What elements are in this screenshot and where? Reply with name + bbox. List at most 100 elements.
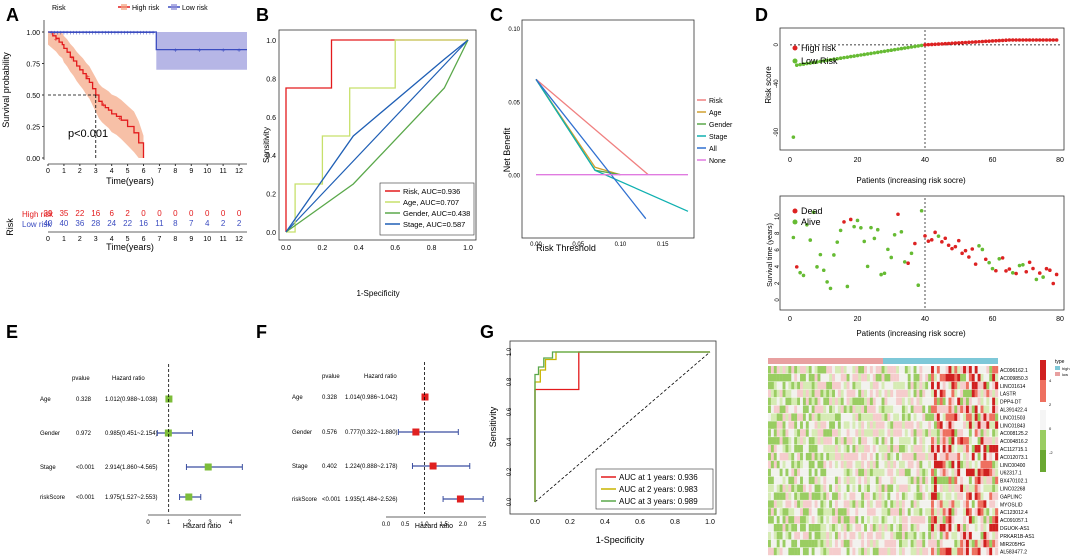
d3-cell xyxy=(869,468,874,477)
d3-cell xyxy=(995,366,999,374)
d3-cell xyxy=(820,508,824,516)
d3-cell xyxy=(846,547,850,556)
d3-cell xyxy=(849,366,853,374)
d3-cell xyxy=(768,413,772,421)
d3-cell xyxy=(936,373,940,382)
a-ytick: 0.25 xyxy=(26,125,40,132)
d3-cell xyxy=(826,500,830,508)
d3-cell xyxy=(899,484,903,492)
d3-cell xyxy=(785,460,789,469)
d3-cell xyxy=(852,389,856,398)
d3-cell xyxy=(800,366,804,374)
d2-point xyxy=(1021,262,1025,267)
d1-point xyxy=(929,42,934,47)
d3-cell xyxy=(872,373,876,382)
d3-cell xyxy=(832,366,836,374)
d3-cell xyxy=(805,397,809,406)
d3-cell xyxy=(933,437,938,445)
d3-cell xyxy=(910,539,914,548)
f-hr-marker xyxy=(412,428,420,436)
d3-cell xyxy=(957,500,961,508)
d3-cell xyxy=(794,366,798,374)
d3-cell xyxy=(858,429,862,437)
d3-cell xyxy=(931,429,935,437)
d3-row-label: BX470102.1 xyxy=(1000,479,1028,485)
d3-cell xyxy=(794,373,798,382)
d3-cell xyxy=(933,516,938,524)
d3-cell xyxy=(948,531,952,540)
a-censor-mark: + xyxy=(118,116,122,123)
d3-cell xyxy=(864,373,868,382)
d2-point xyxy=(845,284,850,289)
d3-cell xyxy=(797,460,801,469)
d3-cell xyxy=(901,437,906,445)
d3-scale-label: 0 xyxy=(1049,426,1052,431)
f-row-pvalue: 0.576 xyxy=(322,430,338,436)
d3-cell xyxy=(791,381,795,390)
d3-cell xyxy=(884,421,888,429)
d3-cell xyxy=(899,468,903,477)
d3-cell xyxy=(936,366,940,374)
d3-cell xyxy=(861,492,865,500)
d3-cell xyxy=(773,500,777,508)
d3-cell xyxy=(983,389,987,398)
d3-heatmap-row xyxy=(768,539,999,548)
b-xtick: 0.2 xyxy=(318,245,328,252)
d3-cell xyxy=(968,452,972,461)
panel-label-c: C xyxy=(490,5,503,25)
d3-cell xyxy=(933,500,938,508)
d3-cell xyxy=(875,508,879,516)
d3-cell xyxy=(893,476,897,485)
d3-cell xyxy=(846,500,850,508)
d3-cell xyxy=(951,429,955,437)
d3-cell xyxy=(936,437,940,445)
d3-cell xyxy=(797,366,801,374)
a-risk-xtick: 11 xyxy=(219,236,226,243)
d3-cell xyxy=(805,429,809,437)
a-risk-table-cell: 0 xyxy=(173,209,178,218)
d3-cell xyxy=(768,373,772,382)
d3-cell xyxy=(872,381,876,390)
d3-cell xyxy=(986,366,990,374)
d1-point xyxy=(913,44,917,49)
d3-cell xyxy=(928,531,932,540)
d3-heatmap-row xyxy=(768,516,999,524)
d3-cell xyxy=(811,413,815,421)
d3-cell xyxy=(782,381,786,390)
d3-cell xyxy=(881,366,885,374)
d3-cell xyxy=(945,516,949,524)
d3-cell xyxy=(983,381,987,390)
d3-cell xyxy=(931,476,935,485)
d3-cell xyxy=(960,516,964,524)
d3-cell xyxy=(785,366,789,374)
d3-cell xyxy=(989,413,993,421)
d3-cell xyxy=(919,460,923,469)
d3-cell xyxy=(791,421,795,429)
f-row-name: riskScore xyxy=(292,497,318,503)
d3-cell xyxy=(788,508,792,516)
panel-label-d: D xyxy=(755,5,768,25)
d1-point xyxy=(936,42,941,46)
d3-cell xyxy=(936,539,940,548)
d3-cell xyxy=(782,476,786,485)
d3-cell xyxy=(849,531,853,540)
d3-cell xyxy=(855,381,859,390)
d3-cell xyxy=(820,547,824,556)
d3-cell xyxy=(968,413,972,421)
d3-cell xyxy=(800,484,804,492)
d3-cell xyxy=(872,397,876,406)
d2-xtick: 20 xyxy=(854,316,862,323)
d3-cell xyxy=(869,421,874,429)
d3-cell xyxy=(782,484,786,492)
d3-cell xyxy=(986,547,990,556)
d3-cell xyxy=(939,492,943,500)
d3-cell xyxy=(907,531,911,540)
d3-cell xyxy=(913,452,917,461)
d3-cell xyxy=(939,516,943,524)
d3-cell xyxy=(776,397,780,406)
d3-cell xyxy=(849,405,853,413)
d3-cell xyxy=(805,492,809,500)
d3-cell xyxy=(910,452,914,461)
d3-cell xyxy=(922,508,926,516)
d1-xtick: 0 xyxy=(788,157,792,164)
